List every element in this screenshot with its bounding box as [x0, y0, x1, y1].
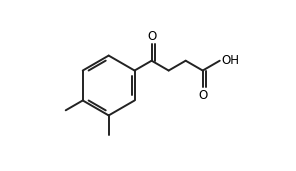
Text: O: O: [147, 30, 156, 43]
Text: OH: OH: [221, 54, 239, 67]
Text: O: O: [198, 89, 207, 102]
